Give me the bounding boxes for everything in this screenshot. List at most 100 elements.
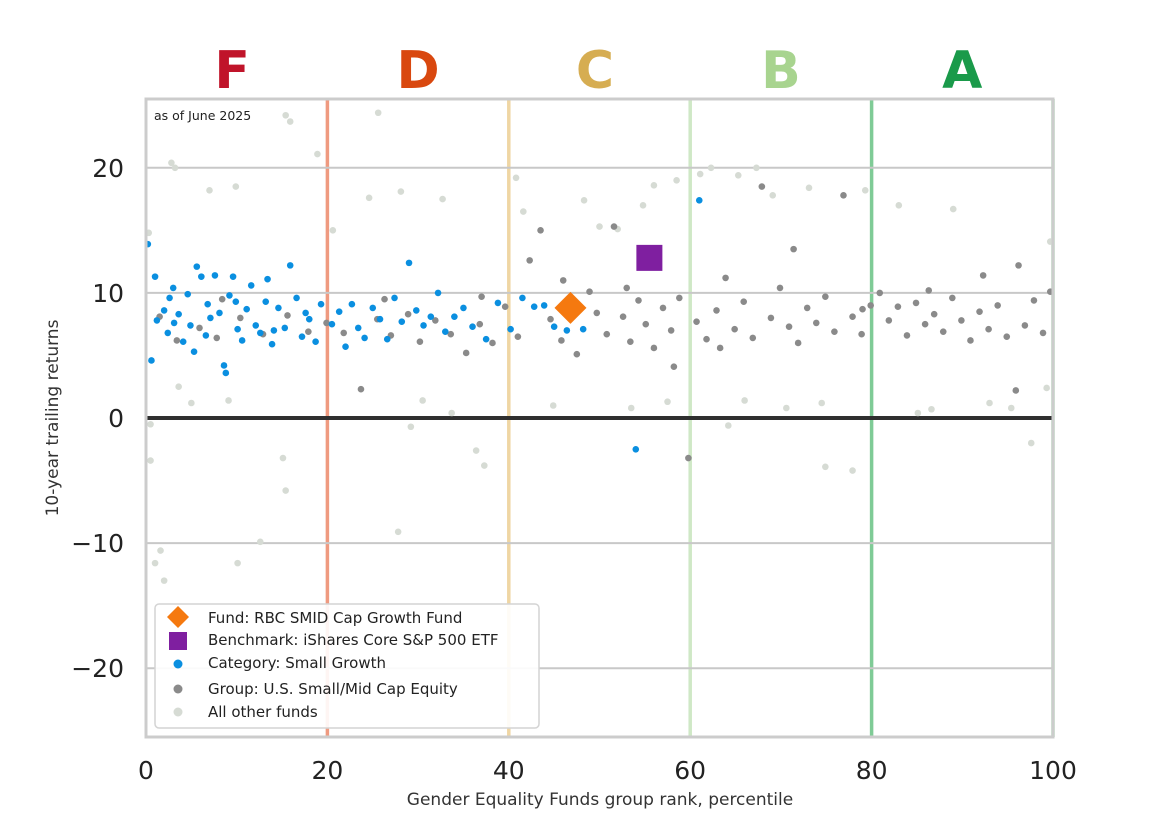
other-fund-dot	[822, 463, 829, 471]
group-fund-dot	[667, 327, 675, 334]
group-fund-dot	[218, 295, 226, 303]
category-fund-dot	[391, 294, 398, 302]
category-fund-dot	[207, 314, 214, 322]
plot-border	[144, 97, 1055, 739]
category-fund-dot	[342, 343, 349, 350]
other-fund-dot	[314, 150, 321, 158]
category-fund-dot	[540, 302, 548, 309]
other-fund-dot	[256, 538, 264, 546]
other-fund-dot	[1043, 384, 1050, 392]
group-fund-dot	[831, 328, 838, 335]
other-fund-dot	[673, 177, 680, 184]
grade-label-c: C	[576, 41, 614, 101]
category-fund-dot	[361, 334, 368, 342]
group-fund-dot	[867, 302, 874, 309]
group-fund-dot	[213, 334, 221, 342]
category-fund-dot	[482, 335, 490, 343]
group-fund-dot	[478, 293, 485, 300]
category-fund-dot	[383, 335, 391, 343]
category-fund-dot	[328, 320, 336, 328]
category-fund-dot	[243, 305, 250, 313]
data-points	[144, 109, 1054, 584]
other-fund-dot	[512, 174, 520, 182]
category-fund-dot	[312, 338, 319, 345]
as-of-note: as of June 2025	[154, 108, 251, 123]
other-fund-dot	[282, 487, 289, 494]
category-fund-dot	[264, 275, 271, 283]
group-fund-dot	[722, 274, 729, 282]
group-fund-dot	[627, 338, 634, 345]
category-fund-dot	[563, 327, 571, 334]
category-fund-dot	[494, 299, 502, 307]
grid-lines	[146, 166, 1053, 670]
other-fund-dot	[639, 202, 647, 209]
group-fund-dot	[670, 363, 678, 371]
category-fund-dot	[335, 308, 343, 315]
category-fund-dot	[193, 263, 201, 270]
category-fund-dot	[519, 294, 526, 302]
category-fund-dot	[405, 259, 413, 267]
highlight-markers	[554, 244, 663, 324]
category-fund-dot	[632, 445, 640, 453]
group-fund-dot	[994, 302, 1001, 309]
legend-group-dot	[173, 684, 183, 694]
plot-frame	[144, 97, 1055, 739]
category-fund-dot	[376, 315, 384, 323]
category-fund-dot	[247, 282, 255, 289]
group-fund-dot	[416, 338, 424, 345]
legend-category-dot	[173, 659, 183, 669]
group-fund-dot	[1021, 322, 1029, 329]
category-fund-dot	[229, 273, 237, 280]
group-fund-dot	[859, 305, 866, 313]
other-fund-dot	[627, 404, 635, 412]
group-fund-dot	[894, 303, 902, 310]
group-fund-dot	[858, 330, 865, 338]
legend-label-fund: Fund: RBC SMID Cap Growth Fund	[208, 609, 462, 627]
fund-marker	[554, 291, 587, 324]
group-fund-dot	[610, 223, 618, 230]
group-fund-dot	[619, 313, 627, 320]
group-fund-dot	[237, 314, 244, 322]
category-fund-dot	[148, 357, 155, 364]
other-fund-dot	[664, 398, 671, 406]
category-fund-dot	[434, 289, 442, 297]
other-fund-dot	[481, 462, 488, 469]
group-fund-dot	[586, 288, 593, 295]
group-fund-dot	[703, 335, 710, 343]
group-fund-dot	[840, 192, 847, 199]
group-fund-dot	[949, 294, 956, 302]
group-fund-dot	[693, 318, 700, 325]
category-fund-dot	[262, 298, 270, 305]
category-fund-dot	[469, 323, 476, 330]
group-fund-dot	[716, 344, 724, 352]
group-fund-dot	[903, 332, 911, 339]
x-tick-label: 60	[674, 756, 706, 785]
other-fund-dot	[234, 559, 241, 567]
group-fund-dot	[1012, 387, 1020, 394]
group-fund-dot	[1030, 297, 1038, 304]
other-fund-dot	[769, 192, 777, 199]
group-fund-dot	[1039, 329, 1047, 337]
other-fund-dot	[1007, 404, 1015, 412]
category-fund-dot	[220, 362, 228, 369]
category-fund-dot	[412, 307, 420, 314]
grade-label-b: B	[761, 41, 801, 101]
legend-label-category: Category: Small Growth	[208, 654, 386, 672]
other-fund-dot	[914, 409, 922, 417]
group-fund-dot	[958, 317, 965, 324]
category-fund-dot	[530, 303, 538, 310]
category-fund-dot	[369, 304, 377, 312]
other-fund-dot	[439, 195, 446, 203]
legend-diamond-marker	[167, 606, 189, 628]
category-fund-dot	[232, 298, 240, 305]
other-fund-dot	[895, 202, 903, 209]
group-fund-dot	[921, 320, 929, 328]
group-fund-dot	[912, 299, 920, 307]
other-fund-dot	[741, 397, 748, 404]
category-fund-dot	[298, 333, 306, 340]
other-fund-dot	[861, 187, 869, 194]
group-fund-dot	[357, 385, 365, 393]
other-fund-dot	[650, 182, 658, 189]
category-fund-dot	[160, 307, 168, 314]
